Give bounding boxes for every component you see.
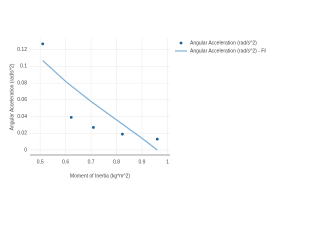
legend-swatch xyxy=(179,41,183,45)
y-tick-label: 0.06 xyxy=(17,97,27,103)
x-tick-label: 0.7 xyxy=(88,159,95,165)
x-tick-label: 1 xyxy=(166,159,169,165)
x-tick-label: 0.9 xyxy=(139,159,146,165)
y-tick-label: 0.02 xyxy=(17,131,27,137)
y-tick-label: 0.08 xyxy=(17,80,27,86)
page: {"chart_data": {"type": "scatter", "x_la… xyxy=(9,38,266,180)
y-axis-title: Angular Acceleration (rad/s^2) xyxy=(9,63,15,130)
x-tick-label: 0.6 xyxy=(62,159,69,165)
y-tick-label: 0.04 xyxy=(17,114,27,120)
data-point xyxy=(121,132,124,136)
chart: Angular Acceleration (rad/s^2) Moment of… xyxy=(9,38,266,179)
fit-line xyxy=(42,60,158,151)
data-point xyxy=(155,137,159,141)
data-point xyxy=(41,42,45,46)
data-point xyxy=(91,126,95,129)
y-tick-label: 0.1 xyxy=(20,64,27,70)
legend-label: Angular Acceleration (rad/s^2) - Fit xyxy=(190,48,266,54)
y-tick-label: 0.12 xyxy=(17,47,27,53)
legend-label: Angular Acceleration (rad/s^2) xyxy=(190,40,257,46)
x-tick-label: 0.8 xyxy=(113,159,120,165)
y-tick-label: 0 xyxy=(24,147,27,153)
x-axis-title: Moment of Inertia (kg*m^2) xyxy=(70,173,130,179)
data-point xyxy=(69,115,73,119)
x-tick-label: 0.5 xyxy=(37,159,44,165)
